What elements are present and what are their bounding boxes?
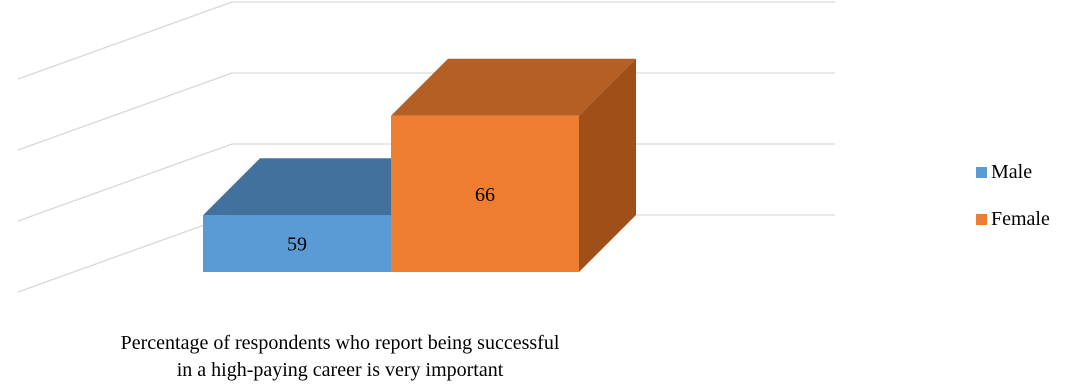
gridline-diagonal-70 bbox=[17, 1, 233, 80]
category-label: Percentage of respondents who report bei… bbox=[20, 330, 660, 384]
legend: Male Female bbox=[976, 160, 1050, 254]
bar-front-female bbox=[391, 115, 579, 272]
data-label-female: 66 bbox=[475, 184, 495, 206]
legend-swatch-female bbox=[976, 213, 987, 225]
legend-label-male: Male bbox=[991, 160, 1033, 183]
legend-item-female: Female bbox=[976, 207, 1050, 231]
bar-top-male bbox=[203, 158, 448, 216]
gridline-diagonal-65 bbox=[17, 72, 233, 151]
gridline-diagonal-55 bbox=[17, 214, 233, 293]
legend-label-female: Female bbox=[991, 207, 1050, 230]
bar-top-female bbox=[391, 58, 636, 116]
legend-swatch-male bbox=[976, 166, 987, 178]
data-labels: 59 66 bbox=[287, 184, 495, 256]
category-label-line-1: Percentage of respondents who report bei… bbox=[120, 332, 560, 354]
bars bbox=[203, 58, 636, 272]
category-label-line-2: in a high-paying career is very importan… bbox=[176, 359, 504, 381]
gridline-diagonal-60 bbox=[17, 143, 233, 222]
data-label-male: 59 bbox=[287, 234, 307, 256]
legend-item-male: Male bbox=[976, 160, 1050, 184]
bar-side-female bbox=[579, 58, 636, 272]
bar-front-male bbox=[203, 215, 391, 272]
